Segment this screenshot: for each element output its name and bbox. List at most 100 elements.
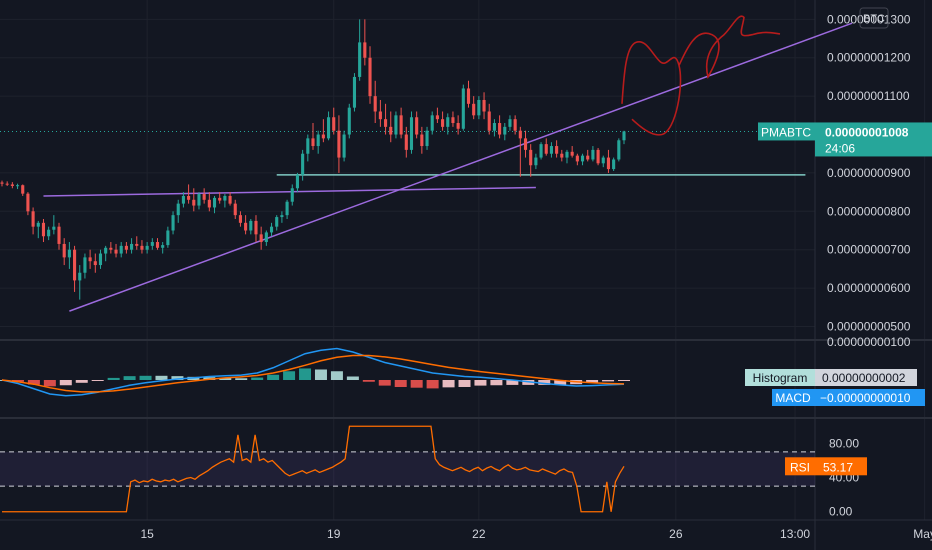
candle-body [425,130,429,147]
candle-body [332,117,336,131]
time-tick-label: 26 [669,527,683,541]
candle-body [477,99,481,116]
symbol-badge [758,122,815,141]
candle-body [280,215,284,218]
candle-body [21,185,25,194]
time-tick-label: May [913,527,932,541]
candle-body [130,243,134,250]
candle-body [98,253,103,266]
candle-body [580,155,585,162]
macd-histogram-bar [251,377,264,380]
macd-histogram-bar [107,377,120,380]
candle-body [529,149,533,166]
macd-badge [772,389,815,406]
candle-body [207,199,211,208]
candle-body [451,117,455,124]
candle-body [31,211,35,227]
time-tick-label: 22 [472,527,486,541]
candle-body [441,119,445,127]
candle-body [404,134,408,150]
currency-box [859,7,889,29]
candle-body [57,226,61,244]
candle-body [306,138,310,154]
candle-body [269,226,274,233]
macd-histogram-bar [618,380,630,381]
macd-value: −0.00000000010 [820,391,911,405]
histogram-badge [745,369,815,386]
symbol-label: PMABTC [761,125,811,139]
candle-body [389,126,393,135]
macd-histogram-bar [75,380,88,383]
macd-histogram-bar [299,368,312,380]
candle-body [466,88,471,104]
countdown-label: 24:06 [825,141,855,155]
candle-body [0,182,4,184]
last-price-label: 0.00000001008 [825,125,909,139]
candle-body [378,111,382,120]
candle-body [212,197,217,208]
candle-body [140,245,144,250]
freehand-projection [621,15,781,136]
candle-body [565,151,569,158]
macd-histogram-bar [123,376,136,380]
candle-body [503,126,507,135]
candle-body [321,134,325,139]
time-tick-label: 13:00 [780,527,810,541]
candle-body [181,195,185,204]
macd-value-badge [815,389,925,406]
candle-body [155,242,160,248]
candle-body [363,42,367,58]
price-tick-label: 0.00000000700 [827,243,911,257]
candle-body [523,138,528,150]
histogram-value-badge [815,369,917,386]
candle-body [124,245,128,250]
candle-body [83,257,87,273]
rsi-line [2,425,625,513]
rsi-value-badge [815,457,867,476]
candle-body [415,117,419,135]
candle-body [555,146,559,154]
price-tick-label: 0.00000001300 [827,12,911,26]
axes: 0.00000001300 0.00000001200 0.00000001100 0… [140,12,932,541]
candle-body [249,220,253,231]
candle-body [62,243,66,258]
macd-histogram-bar [330,371,343,380]
rsi-pane [0,425,815,513]
rsi-value: 53.17 [823,460,853,474]
candle-body [238,215,242,223]
candle-body [420,134,424,147]
candle-body [311,138,315,147]
candle-body [430,115,434,131]
trendline-rising [69,22,853,312]
candle-body [352,76,357,108]
candle-body [73,249,77,281]
candle-body [337,130,341,158]
macd-histogram-bar [490,380,503,386]
macd-label: MACD [775,391,811,405]
price-tick-label: 0.00000000600 [827,281,911,295]
candle-body [492,123,496,131]
rsi-label: RSI [790,460,810,474]
histogram-label: Histogram [753,371,808,385]
candle-body [171,215,175,231]
macd-histogram-bar [426,380,439,389]
macd-histogram-bar [394,380,407,387]
candle-body [498,123,502,135]
candle-body [456,123,460,129]
macd-histogram-bar [586,380,599,383]
candle-body [409,117,414,150]
candle-body [244,222,248,231]
candle-body [513,119,517,131]
candle-body [88,257,92,262]
candle-body [549,146,553,154]
rsi-band [0,451,815,487]
macd-histogram-bar [410,380,423,388]
candle-body [10,184,14,186]
candle-body [612,159,616,170]
candle-body [326,117,331,139]
candle-body [570,151,574,156]
candle-body [47,229,51,237]
rsi-badge [785,457,815,476]
candle-body [290,188,294,202]
